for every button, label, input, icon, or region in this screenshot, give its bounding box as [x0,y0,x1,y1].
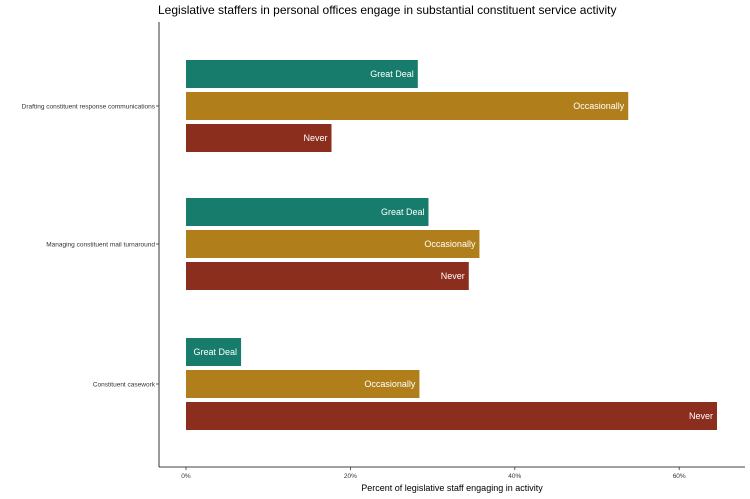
bar-label-great-deal: Great Deal [381,207,425,217]
bar-label-occasionally: Occasionally [364,379,416,389]
bars-group: Great Deal Occasionally Never Great Deal Occ… [186,60,718,430]
axes-group [158,22,745,468]
x-tick-label: 40% [508,473,521,480]
bar-label-never: Never [441,271,465,281]
bar-label-never: Never [689,411,713,421]
bar-label-occasionally: Occasionally [424,239,476,249]
x-ticks-group: 0% 20% 40% 60% [181,467,686,480]
bar-label-never: Never [303,133,327,143]
bar-constituent-casework-great-deal [186,338,242,366]
bar-managing-constituent-mail-turnaround-occasionally [186,230,480,258]
chart-title: Legislative staffers in personal offices… [158,3,616,17]
bar-constituent-casework-never [186,402,718,430]
x-axis-title: Percent of legislative staff engaging in… [361,483,543,493]
x-tick-label: 60% [673,473,686,480]
bar-managing-constituent-mail-turnaround-never [186,262,469,290]
x-tick-label: 20% [344,473,357,480]
bar-managing-constituent-mail-turnaround-great-deal [186,198,429,226]
bar-constituent-casework-occasionally [186,370,420,398]
bar-drafting-constituent-response-communications-never [186,124,332,152]
category-labels-group: Drafting constituent response communicat… [22,103,159,388]
bar-drafting-constituent-response-communications-occasionally [186,92,629,120]
x-tick-label: 0% [181,473,191,480]
bar-label-great-deal: Great Deal [370,69,414,79]
bar-label-occasionally: Occasionally [573,101,625,111]
category-label-managing-constituent-mail-turnaround: Managing constituent mail turnaround [46,241,155,248]
bar-drafting-constituent-response-communications-great-deal [186,60,418,88]
bar-label-great-deal: Great Deal [194,347,238,357]
category-label-drafting-constituent-response-communications: Drafting constituent response communicat… [22,103,156,110]
category-label-constituent-casework: Constituent casework [93,381,156,388]
